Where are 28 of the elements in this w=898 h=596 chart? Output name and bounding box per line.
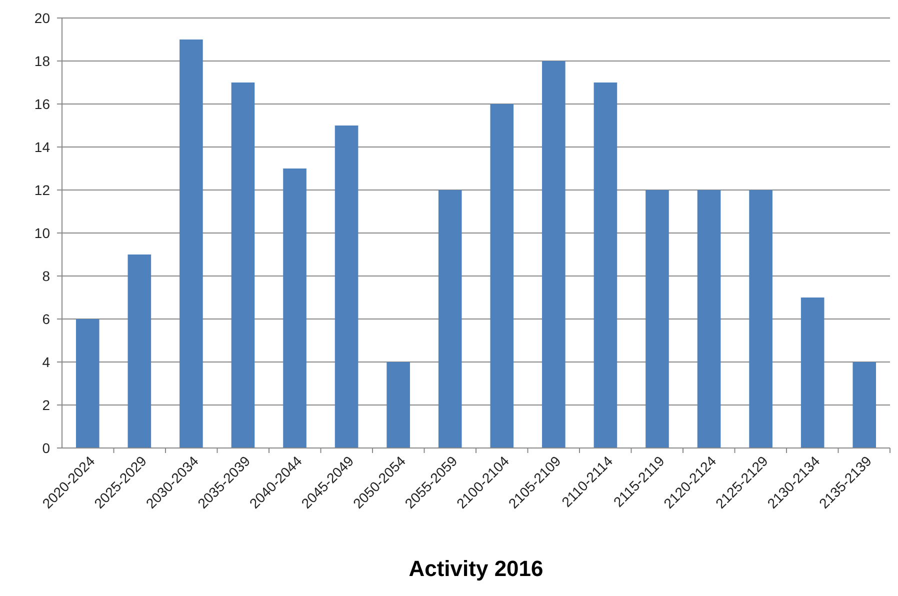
y-tick-label: 8 [42,268,50,284]
bar [490,104,514,448]
bar [697,190,721,448]
x-axis-title: Activity 2016 [408,556,544,581]
bar [76,319,100,448]
bar [128,254,152,448]
bar [646,190,669,448]
bar [386,362,410,448]
y-tick-label: 6 [42,310,50,327]
bar [800,298,824,448]
y-tick-label: 20 [34,10,50,26]
bar [542,61,566,448]
y-tick-label: 14 [34,138,50,155]
bar [231,82,255,448]
y-tick-label: 12 [34,182,50,198]
bar [180,40,203,448]
bar [283,168,306,448]
y-tick-label: 16 [34,96,50,112]
y-tick-label: 10 [34,224,50,241]
y-tick-label: 18 [34,52,50,69]
bar [594,82,618,448]
y-tick-label: 2 [42,396,50,413]
y-tick-label: 4 [42,354,50,370]
bar [852,362,876,448]
bar [334,126,358,448]
bar [438,190,462,448]
bar [749,190,772,448]
y-tick-label: 0 [42,440,50,456]
